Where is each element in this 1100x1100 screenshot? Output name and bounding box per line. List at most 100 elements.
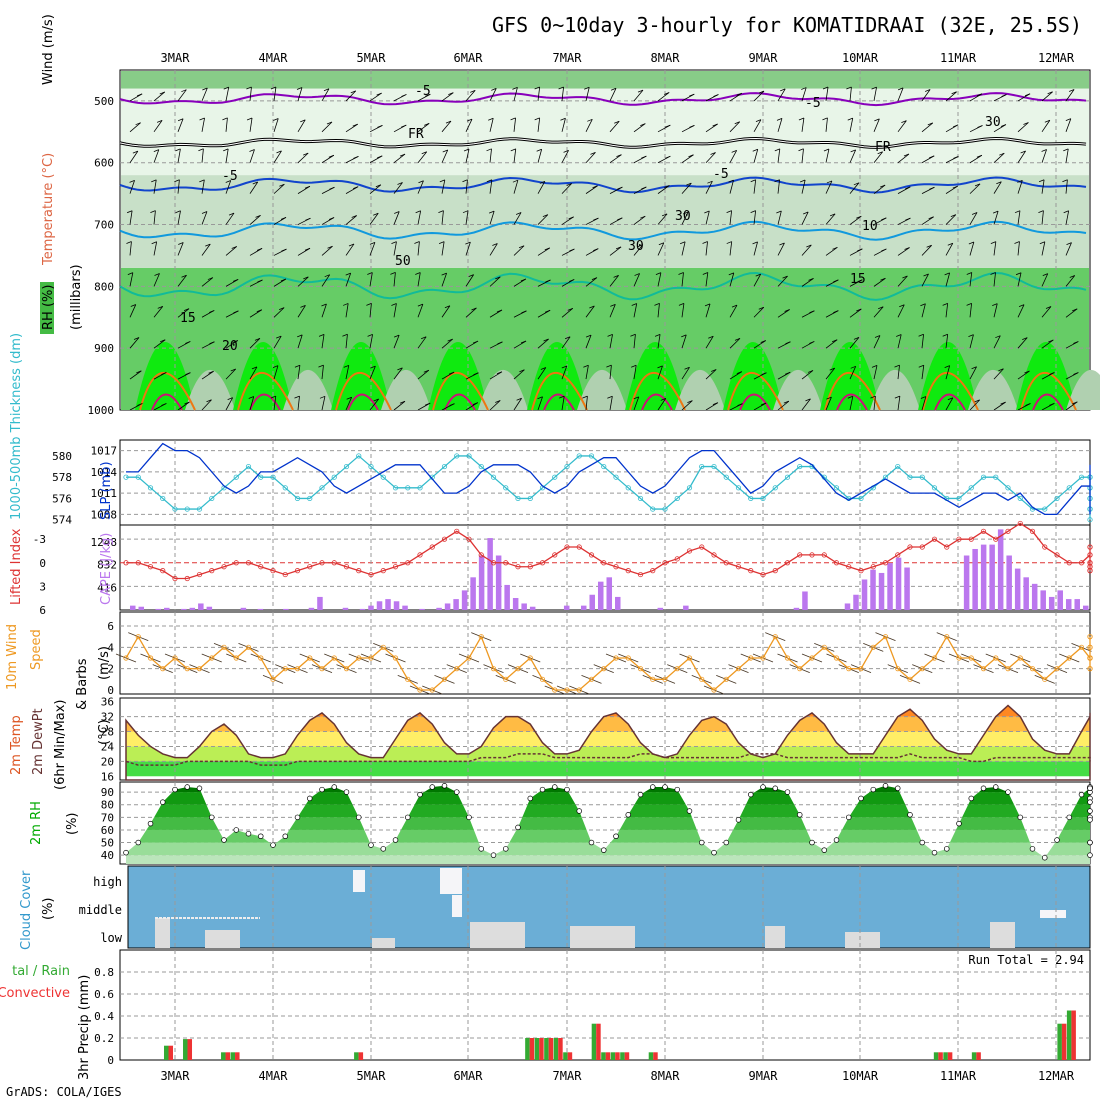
wind-barb xyxy=(753,179,757,194)
wind-barb-flag xyxy=(606,364,612,368)
wind-barb-flag xyxy=(752,148,758,152)
rh-point xyxy=(968,795,974,802)
wind-barb xyxy=(921,122,934,133)
cape-bar xyxy=(606,577,613,610)
wind-barb xyxy=(849,182,860,194)
wind-barb-flag xyxy=(947,242,953,246)
cape-ytick: 832 xyxy=(97,559,117,572)
temp-contour-minus5 xyxy=(119,176,1087,194)
lifted-index-series-point xyxy=(931,536,938,542)
wind-barb-flag xyxy=(346,396,352,400)
temp-contour-25 xyxy=(641,393,673,411)
wind-barb xyxy=(465,148,470,163)
wind-barb xyxy=(441,210,444,225)
wind-barb xyxy=(969,303,972,318)
wind-barb xyxy=(753,210,757,225)
wind-barb-flag xyxy=(826,396,832,400)
cape-bar xyxy=(1082,605,1089,610)
rh-plume xyxy=(527,342,587,410)
wind-barb-flag xyxy=(397,182,403,185)
low-cloud-block xyxy=(470,922,525,948)
wind-barb xyxy=(321,154,335,164)
rh-point xyxy=(735,817,742,823)
wind-barb-flag xyxy=(375,184,382,188)
cape-bar xyxy=(1014,568,1021,610)
lifted-index-series-point xyxy=(282,571,288,578)
cape-bar xyxy=(1006,555,1012,610)
day-label-bottom: 10MAR xyxy=(842,1069,879,1083)
contour-label: -5 xyxy=(222,169,238,184)
wind-barb-flag xyxy=(750,210,756,214)
wind-barb-flag xyxy=(660,397,666,401)
wind-barb-flag xyxy=(654,333,661,337)
wind-barb xyxy=(753,149,759,163)
wind-barb xyxy=(273,365,279,380)
wind-barb-flag xyxy=(920,396,927,399)
wind-barb-flag xyxy=(665,124,671,128)
wind-barb-flag xyxy=(822,86,829,90)
thickness-series-point xyxy=(282,485,288,491)
thickness-series-point xyxy=(392,485,399,491)
wind-barb xyxy=(537,338,549,349)
wind-barb xyxy=(465,90,476,102)
rh-point xyxy=(1078,791,1085,798)
rh-point xyxy=(796,812,803,818)
precip-ytick: 0 xyxy=(107,1054,114,1067)
wind-speed-series-point xyxy=(944,634,950,640)
wind-barb xyxy=(969,154,983,164)
wind-barb xyxy=(273,118,279,132)
wind-barb-flag xyxy=(230,368,236,372)
wind-barb xyxy=(393,303,397,318)
wind-barb-flag xyxy=(592,185,598,189)
rh-plume xyxy=(723,342,783,410)
wind-barb-flag xyxy=(809,310,815,314)
precip-total-bar xyxy=(971,1052,977,1060)
cape-bar xyxy=(980,544,987,610)
wind-barb-flag xyxy=(377,155,383,159)
wind-speed-series-point xyxy=(613,655,619,661)
thickness-series-point xyxy=(686,485,693,491)
day-label-top: 4MAR xyxy=(259,51,289,65)
wind-barb xyxy=(249,86,252,101)
wind-barb-flag xyxy=(923,273,929,277)
wind-barb-flag xyxy=(1073,372,1079,375)
wind-speed-series-point xyxy=(294,666,301,672)
wind-barb-flag xyxy=(750,179,756,183)
rh-point xyxy=(490,852,497,858)
wind-barb xyxy=(1041,120,1051,133)
rh-point xyxy=(564,786,570,793)
rh-point xyxy=(1087,839,1093,846)
cape-ylabel: CAPE (J/kg) xyxy=(99,533,114,605)
wind-barb xyxy=(681,367,690,380)
li-ytick: 3 xyxy=(39,580,46,593)
wind-barb xyxy=(777,242,785,256)
lifted-index-series-point xyxy=(797,552,803,558)
wind-barb xyxy=(225,368,237,380)
rh-ytick: 50 xyxy=(101,837,114,850)
wind-barb xyxy=(633,89,644,102)
precip-total-bar xyxy=(183,1039,188,1060)
wind-barb xyxy=(489,88,497,102)
wind-barb xyxy=(897,120,907,133)
wind-barb-flag xyxy=(1020,150,1026,154)
temp-ylabel-4: (°C) xyxy=(97,719,112,745)
dewpoint-series xyxy=(125,753,1091,766)
lifted-index-series-point xyxy=(343,564,350,570)
wind-barb-flag xyxy=(641,186,647,190)
wind-speed-series-point xyxy=(821,644,827,650)
wind-barb xyxy=(1065,89,1075,102)
rh-ylabel: 2m RH xyxy=(29,801,44,845)
wind-barb xyxy=(561,308,574,318)
wind-barb-flag xyxy=(161,403,167,406)
wind-barb-flag xyxy=(929,155,935,159)
wind-speed-series-point xyxy=(343,666,350,672)
wind-barb xyxy=(393,211,400,225)
rh-point xyxy=(466,814,472,821)
upper-ylabel-temp: Temperature (°C) xyxy=(41,153,56,266)
wind-speed-series-point xyxy=(564,687,570,693)
lifted-index-series-point xyxy=(784,560,791,566)
thickness-series-point xyxy=(441,463,448,470)
slp-frame xyxy=(119,439,1091,526)
wind-barb xyxy=(249,117,253,132)
